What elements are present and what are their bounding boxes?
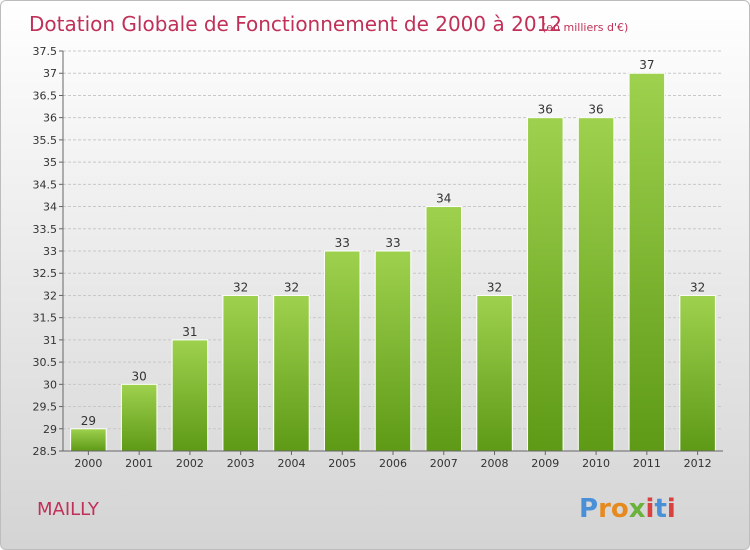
y-tick-label: 34 — [43, 201, 57, 214]
bar-2006 — [374, 250, 412, 452]
logo-letter: i — [646, 494, 655, 524]
y-tick-label: 35.5 — [33, 134, 58, 147]
x-tick-label: 2008 — [481, 457, 509, 470]
y-tick-label: 37 — [43, 67, 57, 80]
y-tick-label: 29.5 — [33, 401, 58, 414]
bar-value-label: 31 — [182, 325, 197, 339]
bar-value-label: 37 — [639, 58, 654, 72]
bar-2002 — [171, 339, 209, 452]
y-tick-label: 33.5 — [33, 223, 58, 236]
y-tick-label: 30 — [43, 378, 57, 391]
proxiti-logo[interactable]: Proxiti — [579, 494, 676, 524]
bar-2008 — [476, 294, 513, 452]
bar-value-label: 32 — [233, 280, 248, 294]
bar-2010 — [577, 117, 615, 452]
y-axis: 28.5 29 29.5 30 30.5 31 31.5 32 32.5 33 33.5 34 34.5… — [33, 45, 64, 458]
y-tick-label: 28.5 — [33, 445, 58, 458]
logo-letter: P — [579, 494, 598, 524]
logo-letter: o — [611, 494, 629, 524]
bars: 29 30 31 32 32 33 33 34 32 36 36 37 32 — [70, 58, 716, 452]
bar-2005 — [323, 250, 361, 452]
y-tick-label: 30.5 — [33, 356, 58, 369]
y-tick-label: 34.5 — [33, 178, 58, 191]
y-tick-label: 29 — [43, 423, 57, 436]
y-tick-label: 31 — [43, 334, 57, 347]
logo-letter: x — [629, 494, 646, 524]
bar-value-label: 33 — [385, 236, 400, 250]
bar-2007 — [425, 206, 463, 452]
x-tick-label: 2011 — [633, 457, 661, 470]
x-tick-label: 2001 — [125, 457, 153, 470]
x-tick-label: 2007 — [430, 457, 458, 470]
x-tick-label: 2000 — [74, 457, 102, 470]
x-tick-label: 2005 — [328, 457, 356, 470]
y-tick-label: 32 — [43, 289, 57, 302]
x-tick-label: 2002 — [176, 457, 204, 470]
bar-value-label: 32 — [487, 280, 502, 294]
y-tick-label: 31.5 — [33, 312, 58, 325]
y-tick-label: 33 — [43, 245, 57, 258]
y-tick-label: 35 — [43, 156, 57, 169]
x-tick-label: 2003 — [227, 457, 255, 470]
x-tick-label: 2012 — [684, 457, 712, 470]
bar-value-label: 32 — [690, 280, 705, 294]
bar-2003 — [222, 294, 259, 452]
y-tick-label: 37.5 — [33, 45, 58, 58]
bar-2009 — [527, 117, 564, 452]
commune-name: MAILLY — [37, 499, 100, 520]
bar-2001 — [120, 383, 158, 452]
bar-value-label: 29 — [81, 414, 96, 428]
bar-2004 — [273, 294, 310, 452]
chart-subtitle: (en milliers d'€) — [542, 21, 628, 34]
bar-value-label: 33 — [335, 236, 350, 250]
logo-letter: i — [667, 494, 676, 524]
bar-2012 — [679, 294, 716, 452]
x-axis: 2000 2001 2002 2003 2004 2005 2006 2007 2008 2009… — [63, 450, 723, 470]
y-tick-label: 36.5 — [33, 89, 58, 102]
bar-value-label: 30 — [132, 369, 147, 383]
bar-value-label: 36 — [588, 103, 603, 117]
bar-value-label: 36 — [538, 103, 553, 117]
bar-2000 — [70, 428, 107, 452]
bar-value-label: 32 — [284, 280, 299, 294]
y-tick-label: 32.5 — [33, 267, 58, 280]
y-tick-label: 36 — [43, 112, 57, 125]
x-tick-label: 2004 — [277, 457, 305, 470]
chart-title: Dotation Globale de Fonctionnement de 20… — [29, 12, 562, 36]
x-tick-label: 2010 — [582, 457, 610, 470]
logo-letter: r — [598, 494, 611, 524]
bar-value-label: 34 — [436, 192, 451, 206]
x-tick-label: 2006 — [379, 457, 407, 470]
logo-letter: t — [654, 494, 666, 524]
x-tick-label: 2009 — [531, 457, 559, 470]
bar-2011 — [628, 72, 666, 452]
